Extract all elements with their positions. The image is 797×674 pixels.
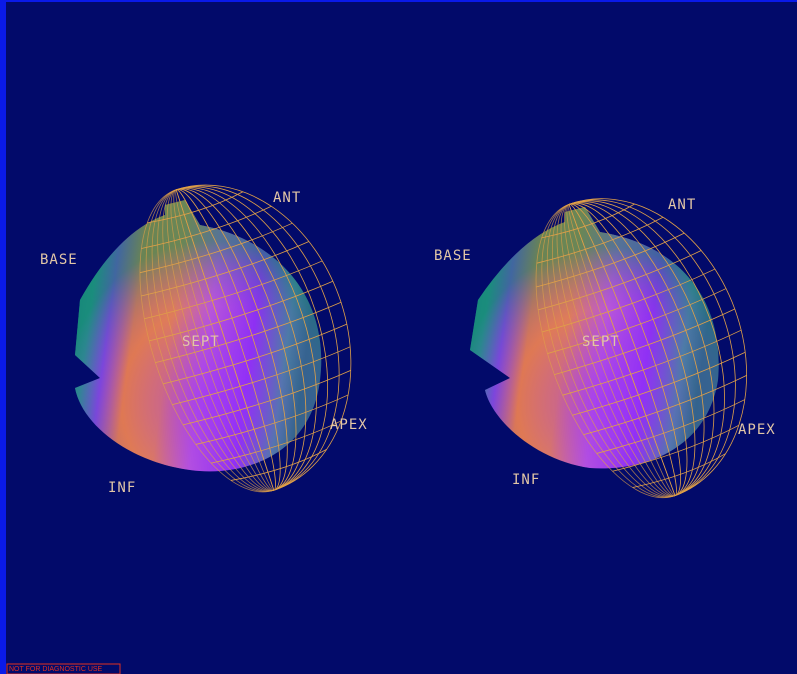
label-sept: SEPT [182,334,220,350]
label-apex: APEX [738,422,776,438]
top-border [0,0,797,2]
label-sept: SEPT [582,334,620,350]
viewer: BASE ANT SEPT APEX INF BASE ANT SEPT APE… [0,0,797,674]
label-inf: INF [108,480,136,496]
footer-note: NOT FOR DIAGNOSTIC USE [9,666,103,673]
left-border [0,0,6,674]
label-ant: ANT [273,190,301,206]
label-inf: INF [512,472,540,488]
label-base: BASE [434,248,472,264]
label-apex: APEX [330,417,368,433]
label-base: BASE [40,252,78,268]
page: BASE ANT SEPT APEX INF BASE ANT SEPT APE… [0,0,797,674]
label-ant: ANT [668,197,696,213]
